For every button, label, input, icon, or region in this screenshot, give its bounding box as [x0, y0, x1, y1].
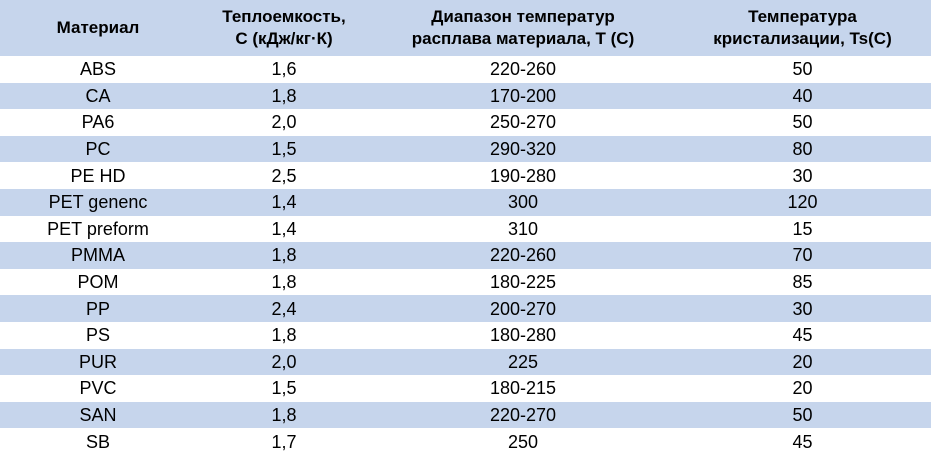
cell-material: PET genenc: [0, 188, 196, 216]
cell-melt-temperature-range: 180-225: [372, 268, 674, 296]
header-text-line: Материал: [56, 18, 140, 37]
cell-crystallization-temperature: 45: [674, 428, 931, 455]
cell-heat-capacity: 2,4: [196, 295, 372, 322]
cell-melt-temperature-range: 250-270: [372, 109, 674, 136]
cell-melt-temperature-range: 180-215: [372, 375, 674, 402]
cell-crystallization-temperature: 30: [674, 295, 931, 322]
cell-material: PP: [0, 295, 196, 322]
header-text-line: Теплоемкость,: [222, 7, 346, 26]
table-row: PE HD 2,5 190-280 30: [0, 162, 931, 189]
header-material: Материал: [0, 0, 196, 56]
header-crystallization-temperature: Температура кристализации, Ts(C): [674, 0, 931, 56]
cell-material: SB: [0, 428, 196, 455]
table-row: SAN 1,8 220-270 50: [0, 401, 931, 429]
cell-crystallization-temperature: 30: [674, 162, 931, 189]
cell-melt-temperature-range: 220-260: [372, 242, 674, 269]
cell-material: PS: [0, 321, 196, 349]
cell-heat-capacity: 2,0: [196, 109, 372, 136]
header-row: Материал Теплоемкость, C (кДж/кг·К) Диапазо…: [0, 0, 931, 56]
cell-melt-temperature-range: 300: [372, 188, 674, 216]
header-text-line: Температура: [748, 7, 857, 26]
cell-melt-temperature-range: 170-200: [372, 82, 674, 110]
table-row: SB 1,7 250 45: [0, 428, 931, 455]
cell-heat-capacity: 1,8: [196, 82, 372, 110]
header-text-line: Диапазон температур: [431, 7, 615, 26]
table-row: PET genenc 1,4 300 120: [0, 188, 931, 216]
cell-melt-temperature-range: 290-320: [372, 135, 674, 163]
cell-melt-temperature-range: 200-270: [372, 295, 674, 322]
cell-material: PC: [0, 135, 196, 163]
table-row: PMMA 1,8 220-260 70: [0, 242, 931, 269]
table-row: PA6 2,0 250-270 50: [0, 109, 931, 136]
cell-material: PUR: [0, 348, 196, 376]
cell-heat-capacity: 1,8: [196, 401, 372, 429]
cell-crystallization-temperature: 45: [674, 321, 931, 349]
cell-heat-capacity: 1,6: [196, 56, 372, 83]
table-row: PP 2,4 200-270 30: [0, 295, 931, 322]
cell-heat-capacity: 2,0: [196, 348, 372, 376]
cell-material: PET preform: [0, 215, 196, 243]
table-header: Материал Теплоемкость, C (кДж/кг·К) Диапазо…: [0, 0, 931, 56]
cell-heat-capacity: 1,4: [196, 215, 372, 243]
table-row: PUR 2,0 225 20: [0, 348, 931, 376]
table-row: PS 1,8 180-280 45: [0, 321, 931, 349]
cell-melt-temperature-range: 310: [372, 215, 674, 243]
cell-crystallization-temperature: 70: [674, 242, 931, 269]
cell-crystallization-temperature: 20: [674, 375, 931, 402]
cell-crystallization-temperature: 50: [674, 401, 931, 429]
cell-material: PMMA: [0, 242, 196, 269]
cell-heat-capacity: 1,8: [196, 321, 372, 349]
table-body: ABS 1,6 220-260 50 CA 1,8 170-200 40 PA6 2,0 250-2…: [0, 56, 931, 455]
cell-melt-temperature-range: 220-260: [372, 56, 674, 83]
cell-material: CA: [0, 82, 196, 110]
header-text-line: расплава материала, T (C): [411, 29, 635, 48]
cell-heat-capacity: 1,7: [196, 428, 372, 455]
cell-material: PVC: [0, 375, 196, 402]
cell-crystallization-temperature: 20: [674, 348, 931, 376]
cell-crystallization-temperature: 15: [674, 215, 931, 243]
cell-heat-capacity: 1,4: [196, 188, 372, 216]
cell-heat-capacity: 1,5: [196, 375, 372, 402]
cell-melt-temperature-range: 190-280: [372, 162, 674, 189]
table-row: POM 1,8 180-225 85: [0, 268, 931, 296]
cell-crystallization-temperature: 50: [674, 56, 931, 83]
cell-melt-temperature-range: 180-280: [372, 321, 674, 349]
table-row: PC 1,5 290-320 80: [0, 135, 931, 163]
header-text-line: C (кДж/кг·К): [235, 29, 333, 48]
cell-material: PE HD: [0, 162, 196, 189]
header-text-line: кристализации, Ts(C): [713, 29, 892, 48]
cell-crystallization-temperature: 40: [674, 82, 931, 110]
cell-heat-capacity: 1,8: [196, 242, 372, 269]
cell-material: PA6: [0, 109, 196, 136]
cell-crystallization-temperature: 85: [674, 268, 931, 296]
cell-melt-temperature-range: 220-270: [372, 401, 674, 429]
cell-melt-temperature-range: 250: [372, 428, 674, 455]
cell-heat-capacity: 2,5: [196, 162, 372, 189]
header-heat-capacity: Теплоемкость, C (кДж/кг·К): [196, 0, 372, 56]
materials-properties-table: Материал Теплоемкость, C (кДж/кг·К) Диапазо…: [0, 0, 931, 455]
cell-material: SAN: [0, 401, 196, 429]
table-row: ABS 1,6 220-260 50: [0, 56, 931, 83]
cell-heat-capacity: 1,8: [196, 268, 372, 296]
cell-crystallization-temperature: 120: [674, 188, 931, 216]
cell-crystallization-temperature: 80: [674, 135, 931, 163]
cell-material: ABS: [0, 56, 196, 83]
table-row: CA 1,8 170-200 40: [0, 82, 931, 110]
table-row: PVC 1,5 180-215 20: [0, 375, 931, 402]
cell-material: POM: [0, 268, 196, 296]
table-row: PET preform 1,4 310 15: [0, 215, 931, 243]
cell-heat-capacity: 1,5: [196, 135, 372, 163]
header-melt-temperature-range: Диапазон температур расплава материала, T…: [372, 0, 674, 56]
cell-crystallization-temperature: 50: [674, 109, 931, 136]
cell-melt-temperature-range: 225: [372, 348, 674, 376]
